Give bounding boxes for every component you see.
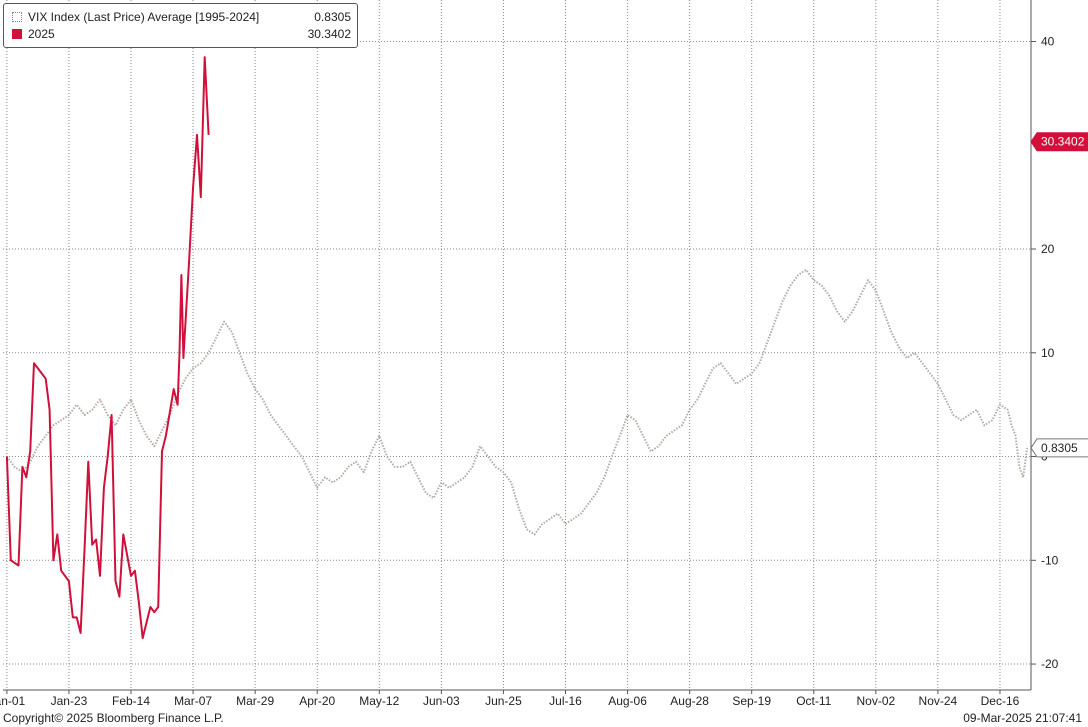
legend-average-name: VIX Index (Last Price) Average [1995-202…: [28, 10, 260, 24]
x-tick-label: Nov-24: [919, 694, 958, 708]
last-value-tag-2025-text: 30.3402: [1041, 135, 1085, 149]
red-swatch-icon: [12, 29, 22, 39]
legend-average-value: 0.8305: [314, 10, 351, 24]
x-tick-label: Jul-16: [549, 694, 582, 708]
x-tick-label: Jun-03: [423, 694, 460, 708]
last-value-tag-2025: 30.3402: [1030, 132, 1088, 152]
legend-entry-2025: 2025 30.3402: [12, 26, 351, 42]
series-line-2025: [5, 56, 210, 640]
x-tick-label: Aug-28: [670, 694, 709, 708]
last-value-tag-average-box: [1030, 438, 1088, 458]
series-line-average: [6, 268, 1029, 536]
x-tick-label: Aug-06: [608, 694, 647, 708]
x-tick-label: Nov-02: [856, 694, 895, 708]
y-tick-label: 10: [1041, 346, 1055, 360]
x-tick-label: Dec-16: [981, 694, 1020, 708]
y-tick-label: -10: [1041, 553, 1059, 567]
last-value-tag-2025-box: [1030, 132, 1088, 152]
y-tick-label: 40: [1041, 35, 1055, 49]
x-tick-label: Sep-19: [732, 694, 771, 708]
x-tick-label: Jan-23: [51, 694, 88, 708]
last-value-tag-average: 0.8305: [1030, 438, 1088, 458]
legend: VIX Index (Last Price) Average [1995-202…: [3, 3, 358, 48]
x-tick-label: Mar-07: [174, 694, 212, 708]
x-tick-label: Apr-20: [299, 694, 335, 708]
copyright-text: Copyright© 2025 Bloomberg Finance L.P.: [3, 711, 224, 725]
legend-2025-value: 30.3402: [307, 27, 351, 41]
x-tick-label: Oct-11: [796, 694, 831, 708]
x-tick-label: Jan-01: [0, 694, 26, 708]
legend-entry-average: VIX Index (Last Price) Average [1995-202…: [12, 9, 351, 25]
dotted-swatch-icon: [12, 12, 22, 22]
x-tick-label: Jun-25: [485, 694, 522, 708]
timestamp-text: 09-Mar-2025 21:07:41: [963, 711, 1082, 725]
y-tick-label: 20: [1041, 242, 1055, 256]
x-tick-label: Mar-29: [236, 694, 274, 708]
legend-2025-name: 2025: [28, 27, 55, 41]
last-value-tag-average-text: 0.8305: [1041, 441, 1078, 455]
y-tick-label: -20: [1041, 657, 1059, 671]
x-tick-label: May-12: [359, 694, 399, 708]
x-tick-label: Feb-14: [112, 694, 150, 708]
